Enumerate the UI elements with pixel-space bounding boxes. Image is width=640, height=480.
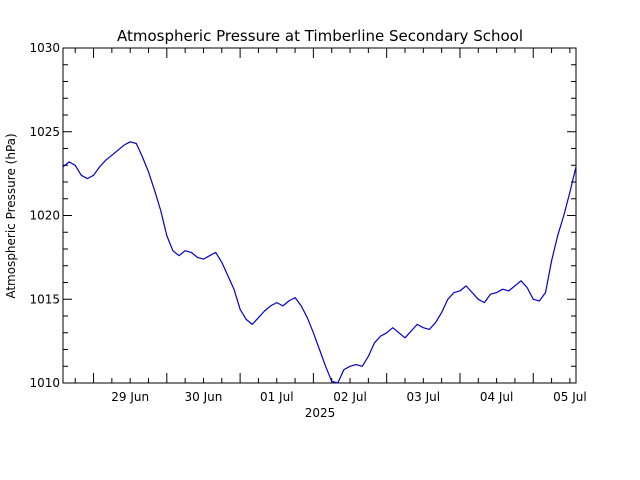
y-tick-label: 1010 <box>29 376 60 390</box>
x-tick-label: 04 Jul <box>480 390 514 404</box>
x-axis-title: 2025 <box>305 406 336 420</box>
chart-title: Atmospheric Pressure at Timberline Secon… <box>117 27 523 45</box>
y-tick-label: 1030 <box>29 41 60 55</box>
y-tick-label: 1020 <box>29 209 60 223</box>
x-tick-label: 05 Jul <box>553 390 587 404</box>
pressure-series-line <box>62 141 577 384</box>
axes: 1010 1015 1020 1025 1030 29 Jun 30 Jun 01 Jul 02… <box>29 41 586 404</box>
y-tick-label: 1025 <box>29 125 60 139</box>
y-axis-title: Atmospheric Pressure (hPa) <box>4 133 18 298</box>
series-layer <box>62 141 577 384</box>
x-tick-label: 03 Jul <box>407 390 441 404</box>
y-tick-label: 1015 <box>29 292 60 306</box>
x-tick-label: 02 Jul <box>333 390 367 404</box>
x-tick-label: 01 Jul <box>260 390 294 404</box>
x-tick-label: 29 Jun <box>111 390 149 404</box>
x-tick-label: 30 Jun <box>185 390 223 404</box>
